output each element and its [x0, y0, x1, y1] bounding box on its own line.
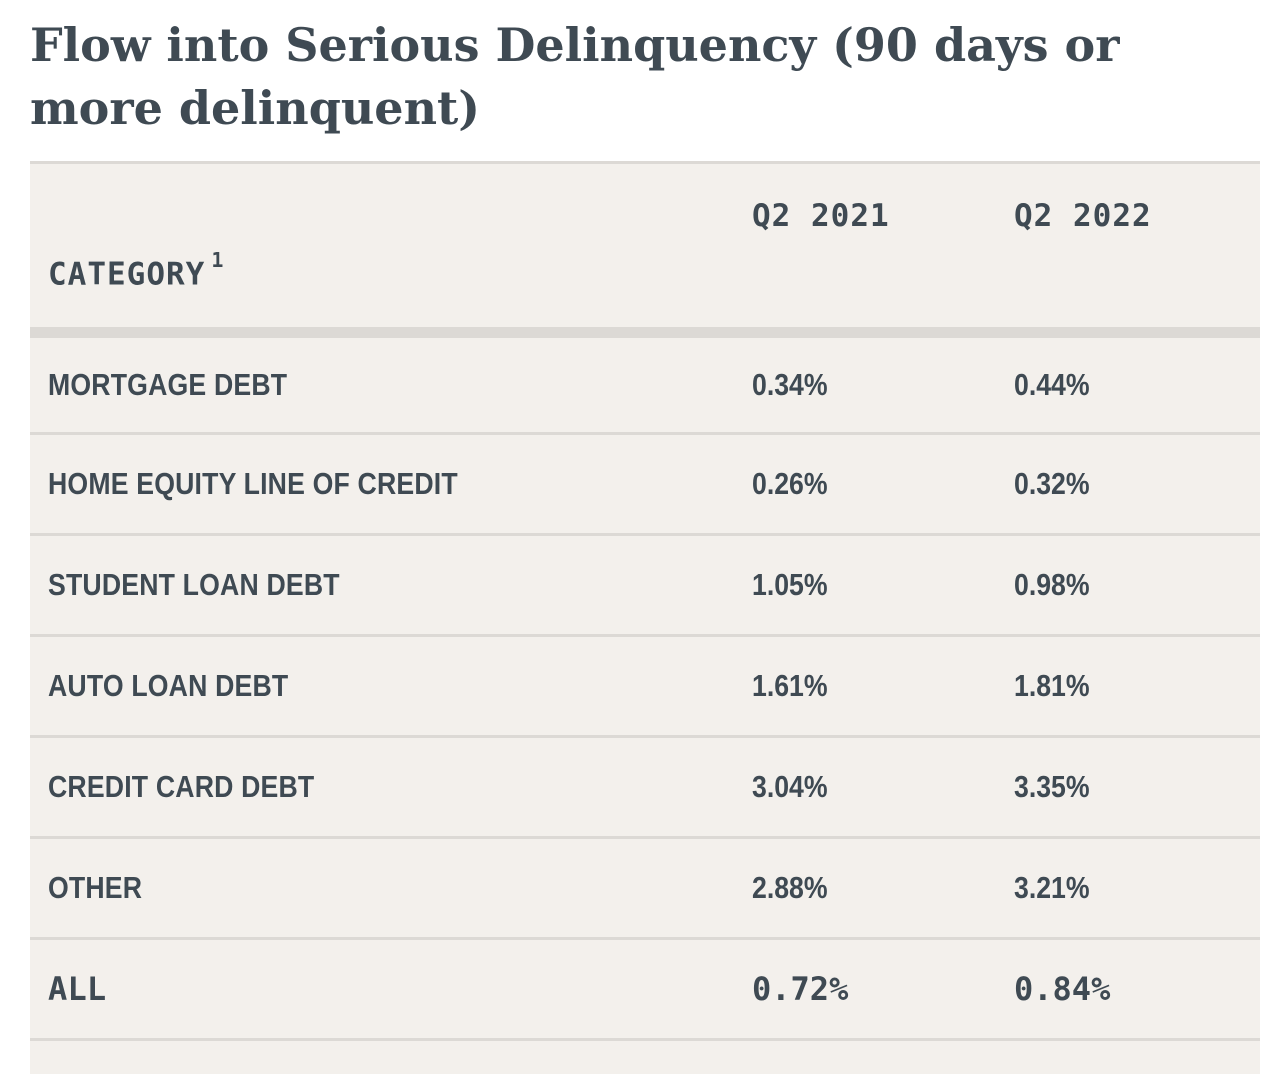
cell-value: 0.98%	[1014, 566, 1090, 602]
cell-q2-2022: 1.81%	[1014, 635, 1260, 736]
row-label-text: OTHER	[48, 869, 143, 905]
cell-q2-2022: 3.21%	[1014, 837, 1260, 938]
row-label-text: ALL	[48, 969, 107, 1008]
cell-value: 3.35%	[1014, 768, 1090, 804]
table-header-row: CATEGORY 1 Q2 2021 Q2 2022	[30, 164, 1260, 332]
column-header-category-label: CATEGORY	[48, 256, 206, 293]
cell-q2-2022: 0.32%	[1014, 433, 1260, 534]
cell-q2-2021: 0.26%	[752, 433, 1014, 534]
row-label: STUDENT LOAN DEBT	[30, 534, 752, 635]
cell-value: 0.32%	[1014, 465, 1090, 501]
page-title: Flow into Serious Delinquency (90 days o…	[30, 18, 1120, 135]
row-label: ALL	[30, 938, 752, 1039]
cell-q2-2021: 1.61%	[752, 635, 1014, 736]
row-label-text: HOME EQUITY LINE OF CREDIT	[48, 465, 458, 501]
row-label-text: MORTGAGE DEBT	[48, 366, 288, 402]
cell-q2-2022: 0.84%	[1014, 938, 1260, 1039]
cell-value: 0.34%	[752, 366, 828, 402]
column-header-q2-2022: Q2 2022	[1014, 198, 1152, 234]
cell-value: 0.84%	[1014, 969, 1111, 1008]
cell-q2-2021: 3.04%	[752, 736, 1014, 837]
table-row: STUDENT LOAN DEBT 1.05% 0.98%	[30, 534, 1260, 635]
cell-value: 3.04%	[752, 768, 828, 804]
cell-value: 1.61%	[752, 667, 828, 703]
footnote-marker: 1	[211, 248, 225, 273]
table-row: HOME EQUITY LINE OF CREDIT 0.26% 0.32%	[30, 433, 1260, 534]
column-header-q2-2021: Q2 2021	[752, 198, 890, 234]
column-header-category: CATEGORY 1	[30, 164, 752, 332]
row-label: OTHER	[30, 837, 752, 938]
row-label: CREDIT CARD DEBT	[30, 736, 752, 837]
delinquency-table: CATEGORY 1 Q2 2021 Q2 2022 MORTGAGE DEBT …	[30, 161, 1260, 1074]
row-label-text: STUDENT LOAN DEBT	[48, 566, 340, 602]
cell-q2-2021: 0.72%	[752, 938, 1014, 1039]
row-label-text: CREDIT CARD DEBT	[48, 768, 315, 804]
cell-q2-2021: 0.34%	[752, 332, 1014, 433]
cell-value: 0.72%	[752, 969, 849, 1008]
table-row: CREDIT CARD DEBT 3.04% 3.35%	[30, 736, 1260, 837]
data-table: CATEGORY 1 Q2 2021 Q2 2022 MORTGAGE DEBT …	[30, 164, 1260, 1041]
table-row-total: ALL 0.72% 0.84%	[30, 938, 1260, 1039]
cell-q2-2022: 0.98%	[1014, 534, 1260, 635]
cell-value: 0.44%	[1014, 366, 1090, 402]
cell-q2-2021: 2.88%	[752, 837, 1014, 938]
row-label: HOME EQUITY LINE OF CREDIT	[30, 433, 752, 534]
table-row: AUTO LOAN DEBT 1.61% 1.81%	[30, 635, 1260, 736]
cell-value: 1.05%	[752, 566, 828, 602]
table-row: OTHER 2.88% 3.21%	[30, 837, 1260, 938]
cell-value: 0.26%	[752, 465, 828, 501]
cell-value: 2.88%	[752, 869, 828, 905]
row-label-text: AUTO LOAN DEBT	[48, 667, 289, 703]
cell-q2-2022: 0.44%	[1014, 332, 1260, 433]
cell-q2-2022: 3.35%	[1014, 736, 1260, 837]
row-label: AUTO LOAN DEBT	[30, 635, 752, 736]
cell-q2-2021: 1.05%	[752, 534, 1014, 635]
row-label: MORTGAGE DEBT	[30, 332, 752, 433]
cell-value: 3.21%	[1014, 869, 1090, 905]
table-row: MORTGAGE DEBT 0.34% 0.44%	[30, 332, 1260, 433]
cell-value: 1.81%	[1014, 667, 1090, 703]
